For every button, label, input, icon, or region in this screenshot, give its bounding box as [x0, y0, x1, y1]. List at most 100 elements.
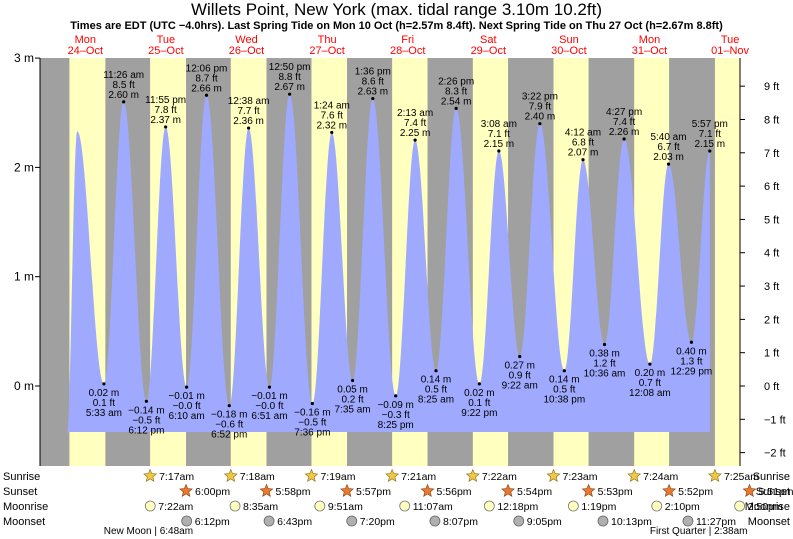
moonrise-icon — [144, 500, 156, 512]
moonset-icon — [513, 515, 525, 527]
tide-point — [602, 342, 607, 347]
tide-point — [581, 158, 585, 162]
moonrise-time: 12:18pm — [497, 501, 538, 513]
tide-point — [689, 340, 694, 344]
moonrise-row-label-right: Moonrise — [745, 501, 790, 513]
tide-point — [122, 100, 126, 104]
tide-point — [204, 93, 209, 97]
tide-height-m: −0.01 m — [251, 391, 287, 402]
sunrise-star-icon — [627, 468, 642, 482]
tide-time: 12:29 pm — [671, 366, 713, 377]
tide-time: 5:33 am — [86, 408, 122, 419]
sunrise-time: 7:17am — [159, 471, 194, 483]
moonset-time: 9:05pm — [527, 516, 562, 528]
tide-time: 5:40 am — [650, 132, 686, 143]
tide-point — [227, 404, 231, 408]
tide-time: 11:26 am — [103, 70, 144, 81]
tide-point — [497, 149, 501, 153]
tide-height-ft: 7.6 ft — [321, 110, 343, 121]
right-tick-label: 3 ft — [764, 281, 779, 293]
tide-height-ft: 0.5 ft — [553, 385, 575, 396]
left-tick-label: 1 m — [14, 270, 34, 284]
tide-point — [477, 382, 481, 386]
sunset-time: 5:52pm — [678, 486, 713, 498]
tide-time: 4:27 pm — [606, 107, 642, 118]
tide-height-ft: −0.0 ft — [173, 401, 201, 412]
sunrise-time: 7:22am — [482, 471, 517, 483]
tide-point — [144, 399, 148, 403]
moonrise-time: 7:22am — [158, 501, 193, 513]
moonset-icon — [346, 515, 358, 527]
tide-height-m: 2.15 m — [694, 139, 725, 150]
day-name: Mon — [75, 34, 96, 46]
tide-height-m: 2.15 m — [484, 139, 515, 150]
tide-time: 8:25 pm — [378, 420, 414, 431]
sunset-time: 5:54pm — [517, 486, 552, 498]
tide-height-ft: 0.1 ft — [93, 398, 115, 409]
sunrise-star-icon — [465, 468, 480, 482]
tide-time: 6:51 am — [251, 411, 287, 422]
sunset-time: 5:58pm — [275, 486, 310, 498]
chart-title: Willets Point, New York (max. tidal rang… — [190, 0, 602, 19]
tide-height-m: 0.20 m — [635, 368, 666, 379]
tide-point — [185, 385, 189, 389]
sunset-time: 5:57pm — [356, 486, 391, 498]
sunrise-star-icon — [223, 468, 238, 482]
sunset-star-icon — [340, 483, 354, 497]
moonset-icon — [597, 515, 609, 527]
day-date: 25–Oct — [148, 45, 183, 57]
tide-time: 2:26 pm — [438, 76, 474, 87]
tide-height-ft: −0.0 ft — [255, 401, 283, 412]
sunset-star-icon — [259, 483, 274, 497]
tide-point — [394, 394, 398, 398]
tide-height-ft: 0.7 ft — [639, 378, 661, 389]
moonset-row-label-left: Moonset — [3, 516, 45, 528]
moonrise-time: 1:19pm — [581, 501, 616, 513]
moonset-icon — [181, 515, 193, 527]
moon-phase-label: First Quarter | 2:38am — [650, 526, 748, 537]
day-headers: Mon24–OctTue25–OctWed26–OctThu27–OctFri2… — [68, 34, 750, 57]
day-name: Tue — [721, 34, 740, 46]
tide-point — [267, 385, 272, 389]
tide-time: 6:10 am — [169, 411, 205, 422]
moonset-time: 11:27pm — [696, 516, 736, 528]
tide-height-ft: 0.2 ft — [341, 395, 363, 406]
tide-point — [622, 137, 626, 141]
tide-height-ft: 8.3 ft — [445, 86, 467, 97]
sunrise-star-icon — [708, 468, 722, 482]
day-name: Tue — [157, 34, 176, 46]
moonrise-row-label-left: Moonrise — [3, 501, 48, 513]
right-tick-label: 9 ft — [764, 81, 779, 93]
tide-time: 6:52 pm — [211, 430, 247, 441]
sunset-time: 6:00pm — [195, 486, 230, 498]
tide-height-m: 2.07 m — [568, 148, 599, 159]
moonset-icon — [682, 515, 694, 527]
astro-rows: Sunrise Sunrise Sunset Sunset Moonrise Moonri… — [3, 468, 793, 537]
moonrise-time: 11:07am — [413, 501, 453, 513]
tide-point — [454, 106, 458, 110]
tide-height-m: 2.26 m — [609, 127, 640, 138]
sunset-star-icon — [420, 483, 435, 497]
tide-height-ft: 7.4 ft — [613, 117, 635, 128]
right-tick-label: 0 ft — [764, 381, 779, 393]
tide-time: 9:22 pm — [461, 408, 497, 419]
moonset-time: 6:12pm — [195, 516, 230, 528]
sunrise-time: 7:19am — [320, 471, 355, 483]
tide-height-m: 0.27 m — [504, 360, 535, 371]
day-name: Sun — [559, 34, 579, 46]
day-date: 31–Oct — [632, 45, 667, 57]
sunrise-time: 7:21am — [401, 471, 436, 483]
tide-time: 8:25 am — [418, 395, 454, 406]
right-tick-label: 7 ft — [764, 148, 779, 160]
tide-height-m: 0.05 m — [337, 385, 368, 396]
day-date: 27–Oct — [309, 45, 344, 57]
chart-subtitle: Times are EDT (UTC −4.0hrs). Last Spring… — [70, 20, 723, 32]
moonset-time: 8:07pm — [443, 516, 478, 528]
tide-height-m: 2.37 m — [150, 115, 181, 126]
moonrise-icon — [734, 500, 746, 512]
tide-height-ft: 7.8 ft — [155, 105, 177, 116]
sunset-time: 5:53pm — [598, 486, 633, 498]
sunrise-time: 7:23am — [563, 471, 598, 483]
sunset-star-icon — [179, 483, 193, 497]
left-tick-label: 3 m — [14, 51, 34, 65]
